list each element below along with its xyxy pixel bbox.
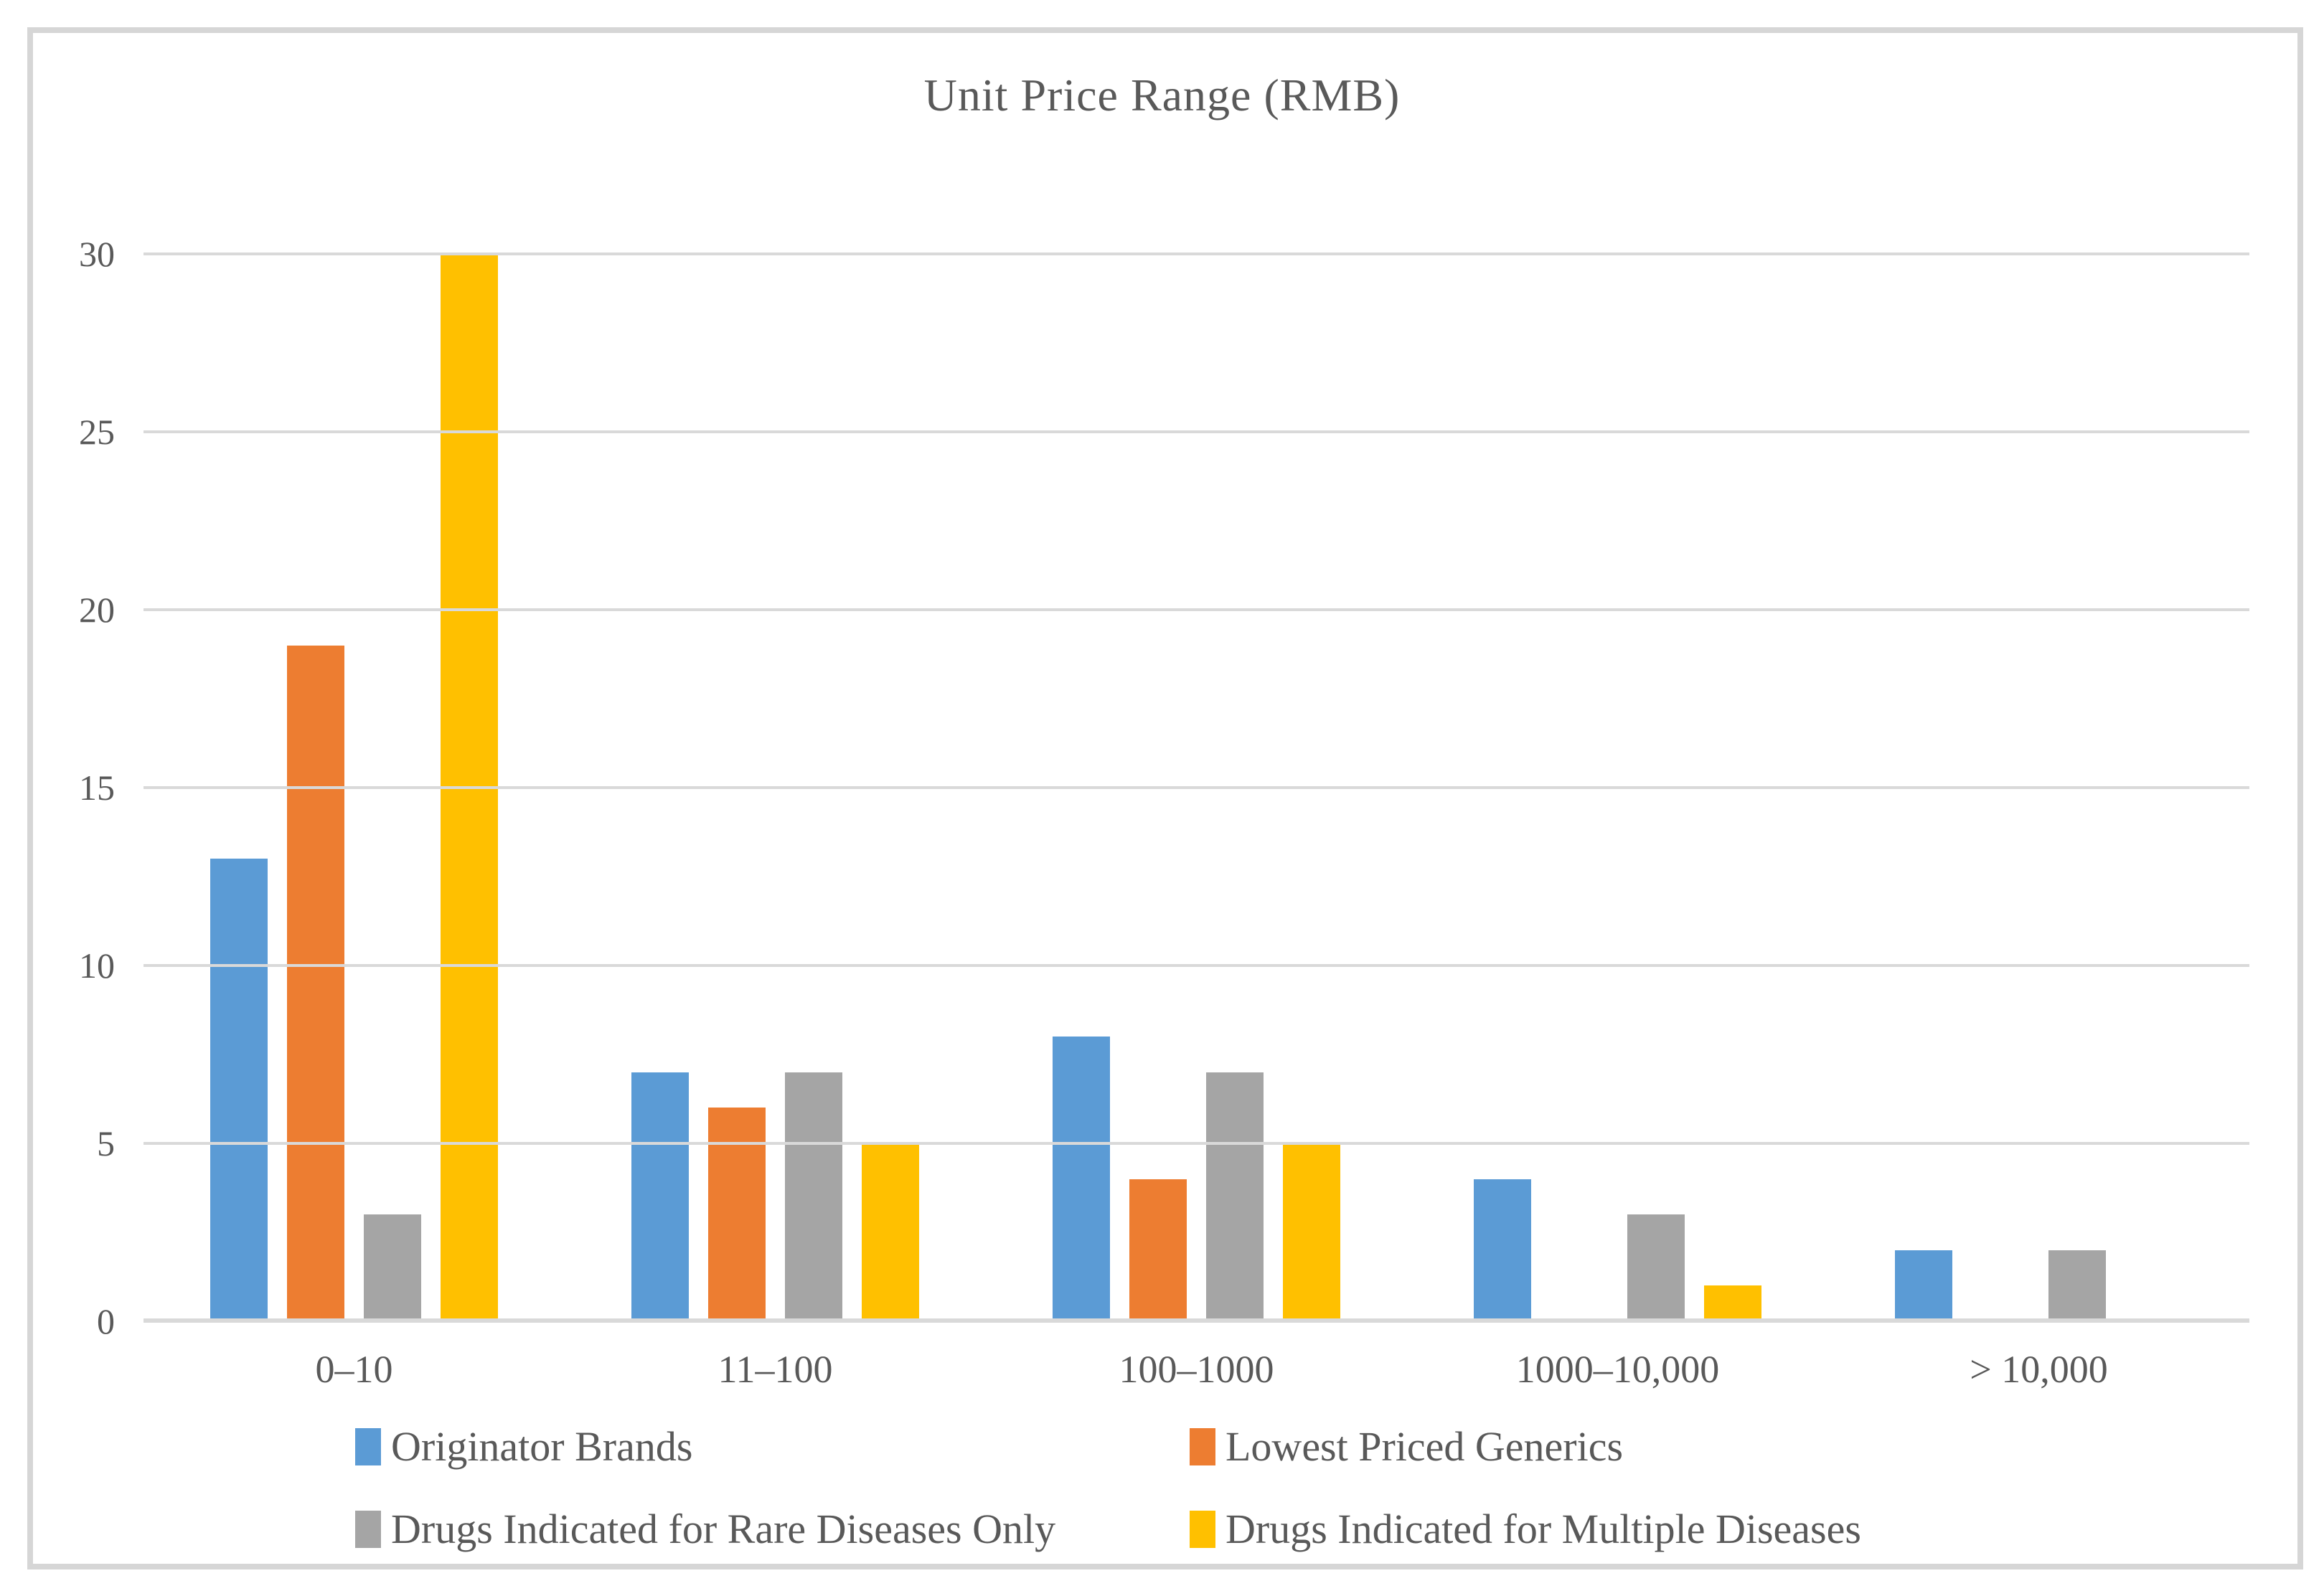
bar xyxy=(1053,1037,1110,1321)
bar-group xyxy=(986,254,1407,1321)
legend-item: Drugs Indicated for Multiple Diseases xyxy=(1190,1505,1861,1553)
y-tick-label: 25 xyxy=(79,412,115,452)
legend-swatch xyxy=(355,1427,381,1465)
bar xyxy=(1129,1179,1187,1321)
bar xyxy=(364,1214,421,1321)
chart-title: Unit Price Range (RMB) xyxy=(923,70,1401,121)
y-tick-label: 20 xyxy=(79,590,115,630)
y-tick-label: 5 xyxy=(97,1123,115,1163)
bar xyxy=(1206,1072,1264,1321)
y-tick-label: 0 xyxy=(97,1301,115,1341)
bar-group xyxy=(1828,254,2249,1321)
bar xyxy=(862,1143,919,1321)
bar xyxy=(1704,1285,1761,1321)
y-tick-label: 15 xyxy=(79,768,115,808)
bar xyxy=(785,1072,842,1321)
y-tick-label: 30 xyxy=(79,234,115,274)
x-axis: 0–10 11–100 100–1000 1000–10,000 > 10,000 xyxy=(144,1347,2249,1392)
legend-label: Drugs Indicated for Multiple Diseases xyxy=(1225,1506,1861,1552)
plot-area xyxy=(144,252,2249,1323)
x-tick-label: 11–100 xyxy=(718,1348,833,1391)
bar xyxy=(1627,1214,1685,1321)
legend-swatch xyxy=(1190,1510,1215,1548)
x-axis-line xyxy=(144,1318,2249,1323)
legend-label: Originator Brands xyxy=(391,1423,693,1470)
legend-swatch xyxy=(1190,1427,1215,1465)
legend-label: Drugs Indicated for Rare Diseases Only xyxy=(391,1506,1056,1552)
x-tick-label: 0–10 xyxy=(315,1348,393,1391)
bar xyxy=(1474,1179,1531,1321)
bar xyxy=(287,646,344,1321)
y-tick-label: 10 xyxy=(79,945,115,986)
gridline xyxy=(144,786,2249,789)
y-axis: 0 5 10 15 20 25 30 xyxy=(0,234,115,1341)
legend-swatch xyxy=(355,1510,381,1548)
gridline xyxy=(144,964,2249,967)
gridline xyxy=(144,430,2249,433)
bar xyxy=(1895,1250,1952,1321)
x-tick-label: 100–1000 xyxy=(1119,1348,1274,1391)
legend-item: Drugs Indicated for Rare Diseases Only xyxy=(355,1505,1055,1553)
gridline xyxy=(144,1142,2249,1145)
bar xyxy=(2048,1250,2106,1321)
bar-group xyxy=(1407,254,1828,1321)
legend-item: Originator Brands xyxy=(355,1422,692,1470)
gridline xyxy=(144,252,2249,255)
x-tick-label: 1000–10,000 xyxy=(1515,1348,1720,1391)
bar xyxy=(210,859,268,1321)
gridline xyxy=(144,608,2249,611)
legend-label: Lowest Priced Generics xyxy=(1225,1423,1624,1470)
bar xyxy=(1283,1143,1340,1321)
legend-item: Lowest Priced Generics xyxy=(1190,1422,1623,1470)
bar xyxy=(631,1072,689,1321)
bar-group xyxy=(565,254,986,1321)
bar xyxy=(708,1108,766,1321)
x-tick-label: > 10,000 xyxy=(1970,1348,2108,1391)
